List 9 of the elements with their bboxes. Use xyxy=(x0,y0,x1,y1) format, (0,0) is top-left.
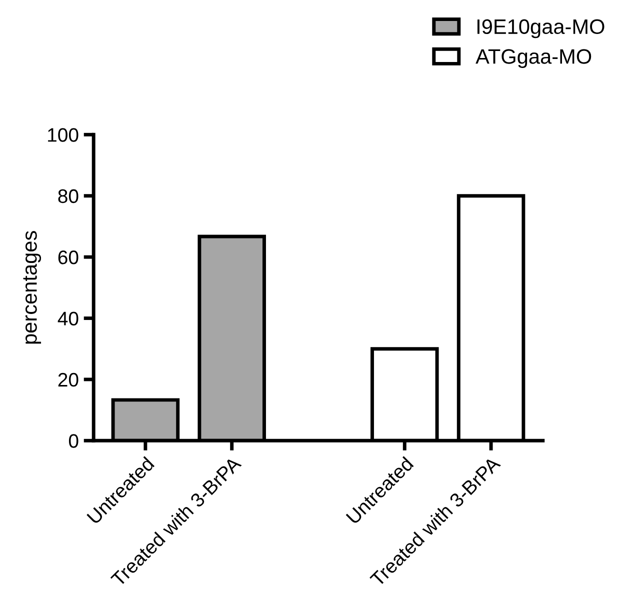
y-tick-label: 60 xyxy=(58,250,78,264)
y-tick-label: 80 xyxy=(58,189,78,204)
y-tick-label: 100 xyxy=(48,128,78,142)
legend-label: ATGgaa-MO xyxy=(476,49,592,68)
y-tick-label: 0 xyxy=(68,434,78,448)
y-axis-title: percentages xyxy=(23,231,42,344)
y-tick-label: 40 xyxy=(58,312,78,326)
y-tick-label: 20 xyxy=(58,372,78,387)
legend-label: I9E10gaa-MO xyxy=(477,19,604,38)
